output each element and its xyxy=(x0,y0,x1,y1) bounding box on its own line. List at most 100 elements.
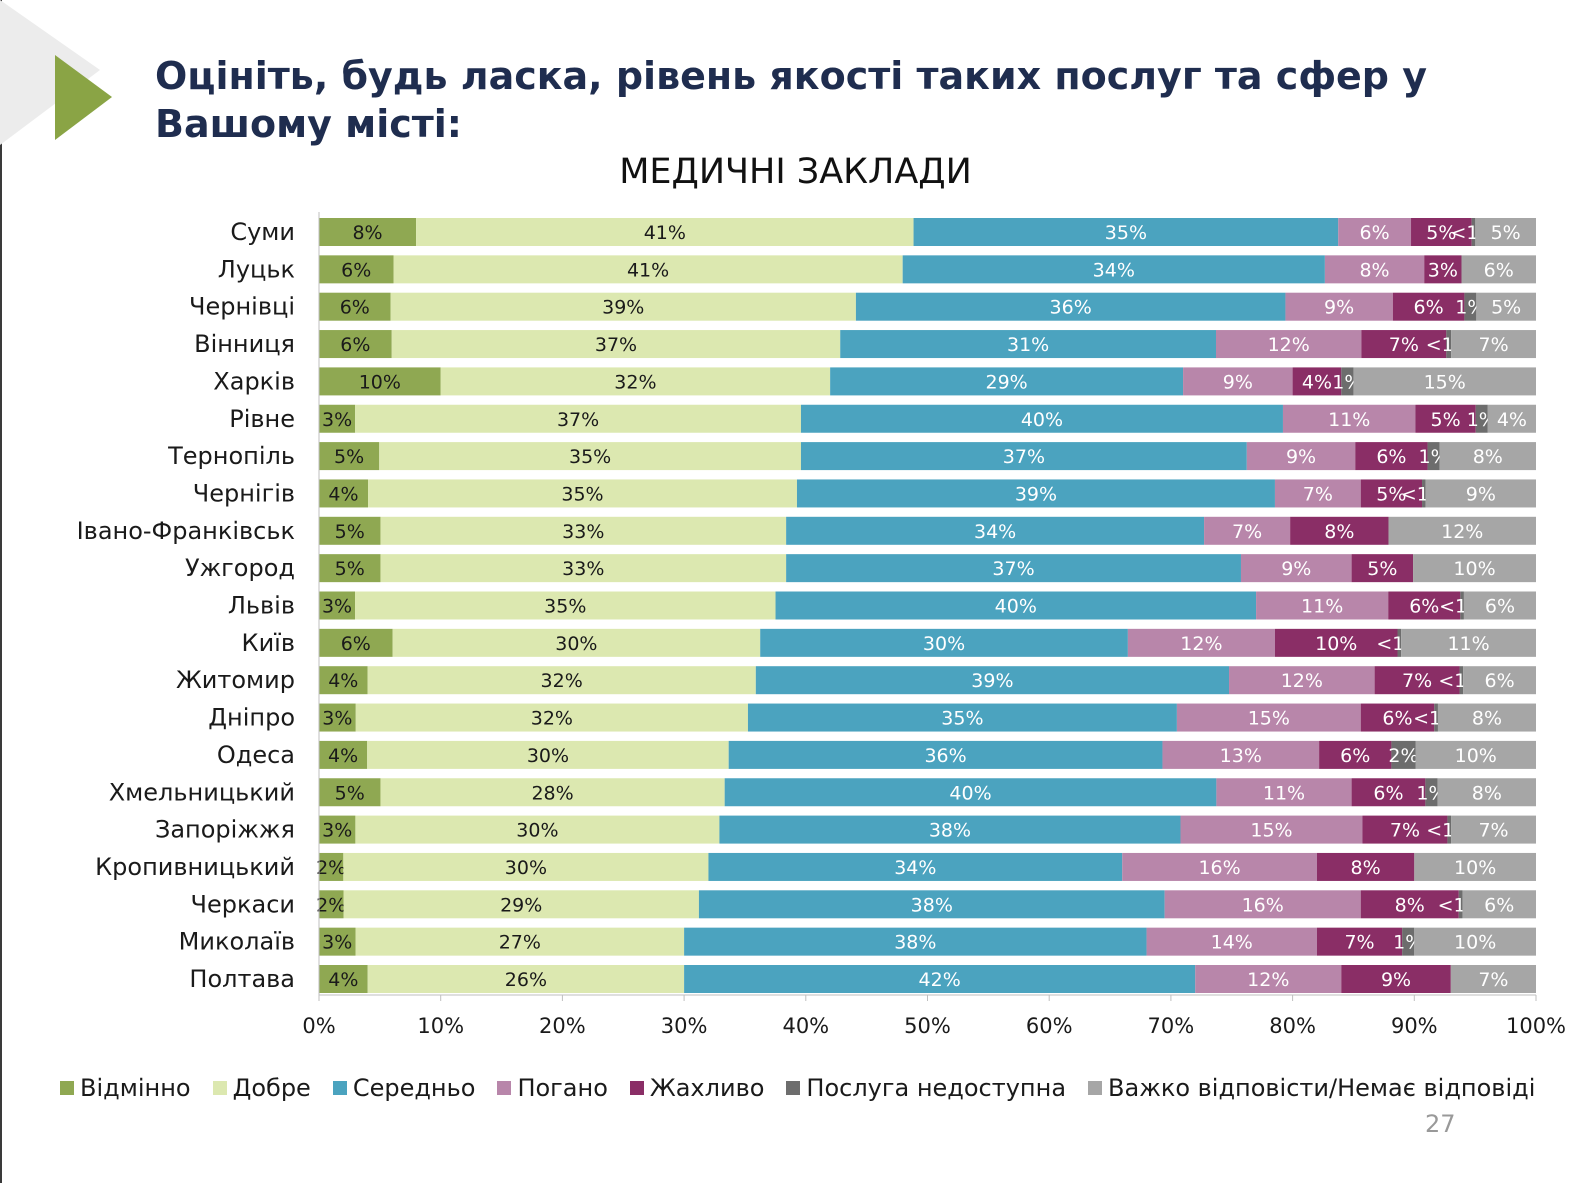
bar-segment-середньо xyxy=(800,404,1283,433)
bar-segment-важко-відповісти-немає-відповіді xyxy=(1439,442,1536,471)
data-label: 6% xyxy=(1485,596,1515,618)
data-label: 38% xyxy=(911,894,953,916)
bar-segment-погано xyxy=(1164,890,1361,919)
data-label: 35% xyxy=(1105,222,1147,244)
bar-segment-важко-відповісти-немає-відповіді xyxy=(1476,292,1536,321)
chart-title: МЕДИЧНІ ЗАКЛАДИ xyxy=(619,152,972,192)
data-label: 5% xyxy=(1491,297,1521,319)
bar-segment-відмінно xyxy=(319,255,394,284)
bar-segment-послуга-недоступна xyxy=(1391,740,1416,769)
data-label: 30% xyxy=(923,633,965,655)
bar-segment-середньо xyxy=(913,218,1339,246)
bar-segment-відмінно xyxy=(319,815,356,844)
stacked-bar-chart: Суми Луцьк Чернівці Вінниця Харків Рівне Терно… xyxy=(77,212,1566,1038)
category-label: Ужгород xyxy=(185,554,295,582)
category-label: Запоріжжя xyxy=(155,816,295,844)
category-label: Київ xyxy=(242,629,295,657)
bar-segment-важко-відповісти-немає-відповіді xyxy=(1437,778,1536,807)
slide-left-border xyxy=(0,0,2,1183)
bar-segment-важко-відповісти-немає-відповіді xyxy=(1437,703,1536,732)
bar-segment-відмінно xyxy=(319,890,344,919)
bar-segment-послуга-недоступна xyxy=(1422,479,1426,508)
bar-segment-середньо xyxy=(796,479,1275,508)
data-label: 4% xyxy=(1302,371,1332,393)
bar-segment-жахливо xyxy=(1362,815,1448,844)
bar-segment-відмінно xyxy=(319,628,393,657)
bar-segment-відмінно xyxy=(319,703,356,732)
data-label: 5% xyxy=(335,558,365,580)
bar-segment-жахливо xyxy=(1355,442,1428,471)
x-tick-label: 100% xyxy=(1506,1014,1566,1038)
bar-segment-середньо xyxy=(786,516,1205,545)
data-label: 35% xyxy=(941,708,983,730)
bar-segment-важко-відповісти-немає-відповіді xyxy=(1414,852,1536,881)
bar-segment-жахливо xyxy=(1361,330,1447,359)
data-label: 34% xyxy=(974,521,1016,543)
legend-item-середньо: Середньо xyxy=(332,1074,475,1102)
data-label: 2% xyxy=(316,857,346,879)
bar-segment-послуга-недоступна xyxy=(1427,442,1440,471)
bar-segment-відмінно xyxy=(319,927,356,956)
bar-segment-жахливо xyxy=(1351,554,1414,583)
bar-segment-середньо xyxy=(684,965,1196,993)
data-label: 5% xyxy=(1491,222,1521,244)
bar-segment-послуга-недоступна xyxy=(1464,292,1477,321)
bar-segment-середньо xyxy=(760,628,1128,657)
bar-segment-послуга-недоступна xyxy=(1402,927,1415,956)
legend-swatch xyxy=(1088,1081,1103,1095)
bar-segment-погано xyxy=(1183,367,1293,396)
bar-segment-відмінно xyxy=(319,591,356,620)
bar-segments: 8% 41% 35% 6% 5%<1%5%6% 41% 34% 8% 3% 6%6% 39% 36% 9… xyxy=(316,218,1536,993)
legend-item-жахливо: Жахливо xyxy=(629,1074,764,1102)
data-label: 7% xyxy=(1390,820,1420,842)
x-tick-label: 70% xyxy=(1148,1014,1195,1038)
category-label: Полтава xyxy=(189,965,295,993)
bar-segment-послуга-недоступна xyxy=(1460,591,1464,620)
bar-segment-жахливо xyxy=(1341,965,1451,993)
bar-segment-добре xyxy=(391,330,841,359)
data-label: 36% xyxy=(1050,297,1092,319)
data-label: 7% xyxy=(1402,670,1432,692)
data-label: 29% xyxy=(500,894,542,916)
bar-segment-жахливо xyxy=(1274,628,1398,657)
bar-segment-добре xyxy=(367,965,685,993)
bar-segment-жахливо xyxy=(1351,778,1426,807)
bar-segment-погано xyxy=(1127,628,1275,657)
bar-segment-важко-відповісти-немає-відповіді xyxy=(1475,218,1536,246)
bar-segment-погано xyxy=(1338,218,1412,246)
chart-legend: Відмінно Добре Середньо Погано Жахливо Послуг… xyxy=(60,1074,1535,1102)
data-label: 37% xyxy=(992,558,1034,580)
bar-segment-послуга-недоступна xyxy=(1397,628,1402,657)
bar-segment-важко-відповісти-немає-відповіді xyxy=(1414,927,1536,956)
data-label: 33% xyxy=(562,558,604,580)
bar-segment-добре xyxy=(390,292,856,321)
bar-segment-важко-відповісти-немає-відповіді xyxy=(1451,815,1536,844)
data-label: 16% xyxy=(1198,857,1240,879)
slide-corner-decoration xyxy=(0,0,112,145)
data-label: 11% xyxy=(1263,782,1305,804)
data-label: 12% xyxy=(1180,633,1222,655)
bar-segment-середньо xyxy=(728,740,1163,769)
bar-segment-погано xyxy=(1204,516,1291,545)
data-label: 3% xyxy=(322,409,352,431)
data-label: 38% xyxy=(929,820,971,842)
data-label: 5% xyxy=(335,782,365,804)
bar-segment-добре xyxy=(368,479,797,508)
bar-segment-погано xyxy=(1215,330,1362,359)
legend-label: Важко відповісти/Немає відповіді xyxy=(1108,1074,1536,1102)
bar-segment-відмінно xyxy=(319,442,380,471)
data-label: 40% xyxy=(995,596,1037,618)
data-label: 6% xyxy=(1376,446,1406,468)
bar-segment-погано xyxy=(1246,442,1356,471)
data-label: 10% xyxy=(1455,745,1497,767)
bar-segment-відмінно xyxy=(319,965,368,993)
bar-segment-добре xyxy=(355,703,748,732)
legend-label: Послуга недоступна xyxy=(806,1074,1067,1102)
data-label: 15% xyxy=(1424,371,1466,393)
bar-segment-жахливо xyxy=(1392,292,1465,321)
bar-segment-середньо xyxy=(747,703,1177,732)
data-label: 10% xyxy=(1315,633,1357,655)
data-label: 5% xyxy=(334,446,364,468)
bar-segment-середньо xyxy=(855,292,1286,321)
legend-swatch xyxy=(212,1081,227,1095)
